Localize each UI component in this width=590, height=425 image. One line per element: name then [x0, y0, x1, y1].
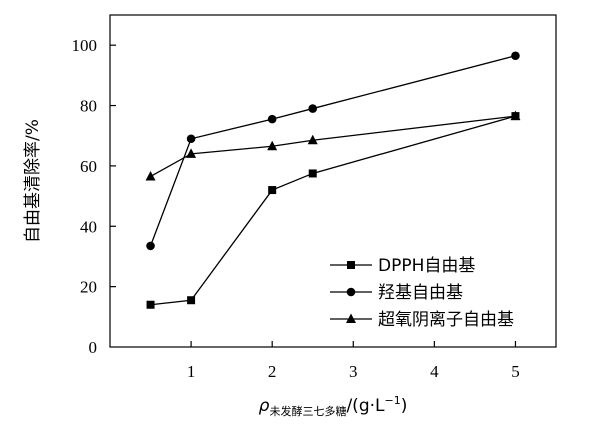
data-point-triangle: [186, 148, 197, 158]
x-axis-subscript: 未发酵三七多糖: [269, 404, 346, 418]
x-tick-label: 1: [187, 362, 196, 381]
legend-entry: 羟基自由基: [330, 283, 463, 303]
series-line: [150, 115, 516, 306]
x-axis-exponent: −1: [384, 394, 400, 407]
legend-marker-triangle: [346, 313, 356, 323]
y-axis-ticks: 0 20 40 60 80 100: [72, 36, 116, 357]
data-point-circle: [308, 104, 318, 113]
legend-marker-circle: [346, 287, 356, 297]
y-tick-label: 0: [89, 338, 98, 357]
data-point-square: [268, 186, 277, 195]
series-layer: [145, 51, 521, 309]
y-tick-label: 80: [80, 97, 97, 116]
legend-label: DPPH自由基: [378, 256, 475, 276]
legend-label: 羟基自由基: [378, 283, 463, 303]
x-axis-title: ρ未发酵三七多糖/(g·L−1): [259, 394, 408, 418]
x-tick-label: 5: [511, 362, 520, 381]
data-point-circle: [267, 114, 277, 124]
plot-frame: [109, 14, 557, 348]
legend-marker-square: [347, 261, 355, 269]
data-point-triangle: [510, 110, 521, 121]
data-point-circle: [511, 51, 520, 61]
data-point-square: [146, 300, 155, 309]
x-tick-label: 4: [430, 362, 439, 381]
y-tick-label: 40: [80, 217, 97, 236]
x-tick-label: 3: [349, 362, 358, 381]
x-axis-symbol: ρ: [259, 396, 270, 416]
x-axis-unit: /(g·L: [346, 396, 385, 416]
data-point-triangle: [307, 134, 318, 145]
legend-entry: DPPH自由基: [330, 256, 475, 276]
y-tick-label: 100: [72, 36, 98, 55]
data-point-circle: [146, 241, 155, 251]
legend-entry: 超氧阴离子自由基: [330, 310, 514, 330]
series-triangle: [145, 110, 521, 181]
data-point-triangle: [267, 140, 278, 151]
y-tick-label: 60: [80, 157, 97, 176]
y-axis-title: 自由基清除率/%: [23, 119, 43, 243]
x-tick-label: 2: [268, 362, 277, 381]
series-square: [146, 112, 520, 309]
legend-label: 超氧阴离子自由基: [378, 310, 514, 330]
series-circle: [146, 51, 520, 251]
data-point-square: [308, 169, 317, 178]
data-point-triangle: [145, 170, 156, 181]
data-point-square: [187, 296, 196, 305]
y-tick-label: 20: [80, 278, 97, 297]
x-axis-close: ): [401, 396, 408, 416]
data-point-circle: [186, 134, 196, 144]
x-axis-ticks: 1 2 3 4 5: [187, 341, 520, 381]
series-line: [149, 55, 516, 247]
